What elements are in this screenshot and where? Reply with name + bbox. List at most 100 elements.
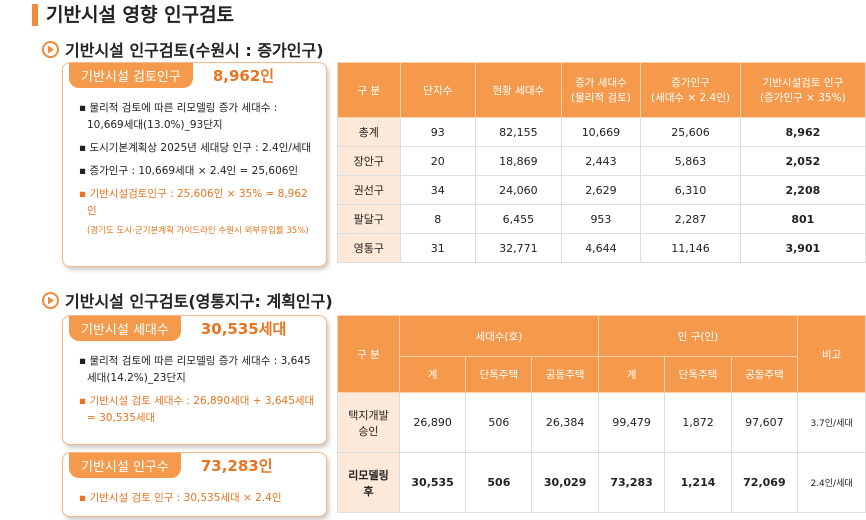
heading-text: 기반시설 인구검토(수원시 : 증가인구) [65,41,324,60]
header-row: 구 분 세대수(호) 인 구(인) 비고 [337,315,866,393]
box-value: 8,962인 [212,67,275,85]
table: 구 분 세대수(호) 인 구(인) 비고 계 단독주택 공동주택 계 단독주택 공동주택 택지개발 승… [337,315,866,513]
cell: 2,629 [560,175,642,205]
box-body: 기반시설 검토 인구 : 30,535세대 × 2.4인 [63,486,326,507]
bullet-icon [42,291,59,309]
bullet-icon [42,40,59,58]
cell: 6,455 [475,204,562,234]
header-cell: 계 [398,356,467,393]
header-cell: 단지수 [399,62,477,118]
cell: 801 [739,204,866,234]
cell: 4,644 [560,233,642,263]
cell: 11,146 [640,233,741,263]
summary-box: 기반시설 인구수 73,283인기반시설 검토 인구 : 30,535세대 × 2… [62,452,327,517]
header-cell: 단독주택 [465,356,533,393]
section-heading: 기반시설 인구검토(수원시 : 증가인구) [42,37,324,61]
cell: 73,283 [597,452,666,513]
cell: 30,535 [398,452,467,513]
row: 택지개발 승인 26,890 506 26,384 99,479 1,872 97,607 3.… [337,392,866,453]
cell: 10,669 [560,117,642,147]
row: 리모델링 후 30,535 506 30,029 73,283 1,214 72,069 2.4… [337,452,866,513]
bullet: 물리적 검토에 따른 리모델링 증가 세대수 : 10,669세대(13.0%)… [77,100,316,134]
header-cell: 공동주택 [531,356,599,393]
header-cell: 구 분 [337,315,400,393]
row: 영통구 31 32,771 4,644 11,146 3,901 [337,233,866,263]
cell: 8,962 [739,117,866,147]
header-cell: 증가인구 (세대수 × 2.4인) [640,62,741,118]
box-body: 물리적 검토에 따른 리모델링 증가 세대수 : 3,645세대(14.2%)_… [63,349,326,427]
label-text: 택지개발 [348,408,389,422]
bullet: 도시기본계획상 2025년 세대당 인구 : 2.4인/세대 [77,140,316,157]
cell: 506 [465,392,533,453]
cell: 권선구 [337,175,401,205]
bullet-highlight: 기반시설 검토 세대수 : 26,890세대 + 3,645세대 = 30,53… [77,393,316,427]
cell: 18,869 [475,146,562,176]
bullet: 증가인구 : 10,669세대 × 2.4인 = 25,606인 [77,163,316,180]
summary-box: 기반시설 세대수 30,535세대물리적 검토에 따른 리모델링 증가 세대수 :… [62,315,327,445]
cell: 25,606 [640,117,741,147]
row: 팔달구 8 6,455 953 2,287 801 [337,204,866,234]
cell: 34 [399,175,477,205]
box-value: 30,535세대 [200,320,287,338]
cell: 2,052 [739,146,866,176]
cell: 93 [399,117,477,147]
header-cell: 비고 [797,315,866,393]
box-value: 73,283인 [200,457,273,475]
cell: 31 [399,233,477,263]
bullet: 물리적 검토에 따른 리모델링 증가 세대수 : 3,645세대(14.2%)_… [77,353,316,387]
row: 권선구 34 24,060 2,629 6,310 2,208 [337,175,866,205]
cell: 1,214 [664,452,732,513]
cell: 32,771 [475,233,562,263]
header-text: 현황 세대수 [492,84,545,97]
box-body: 물리적 검토에 따른 리모델링 증가 세대수 : 10,669세대(13.0%)… [63,96,326,236]
cell: 97,607 [730,392,799,453]
header-text: (증가인구 × 35%) [760,92,846,104]
cell: 26,384 [531,392,599,453]
header-text: (물리적 검토) [571,92,631,104]
header-text: 구 분 [357,84,381,97]
header-cell: 계 [597,356,666,393]
bullet-highlight: 기반시설 검토 인구 : 30,535세대 × 2.4인 [77,490,316,507]
row: 장안구 20 18,869 2,443 5,863 2,052 [337,146,866,176]
header-cell: 공동주택 [730,356,799,393]
cell: 3.7인/세대 [797,392,866,453]
header-cell: 단독주택 [664,356,732,393]
page-title: 기반시설 영향 인구검토 [32,4,234,26]
table-wrap: 구 분 단지수 현황 세대수 증가 세대수 (물리적 검토) 증가인구 (세대수 × 2.4… [337,62,866,263]
cell: 506 [465,452,533,513]
box-header: 기반시설 검토인구 8,962인 [69,63,326,88]
cell: 8 [399,204,477,234]
table-wrap: 구 분 세대수(호) 인 구(인) 비고 계 단독주택 공동주택 계 단독주택 공동주택 택지개발 승… [337,315,866,513]
cell: 3,901 [739,233,866,263]
cell: 30,029 [531,452,599,513]
row: 총계 93 82,155 10,669 25,606 8,962 [337,117,866,147]
heading-text: 기반시설 인구검토(영통지구: 계획인구) [65,292,333,311]
label-text: 후 [363,484,374,498]
cell: 20 [399,146,477,176]
summary-box: 기반시설 검토인구 8,962인물리적 검토에 따른 리모델링 증가 세대수 : … [62,62,327,267]
section-heading: 기반시설 인구검토(영통지구: 계획인구) [42,288,333,312]
header-group: 세대수(호) [398,315,599,357]
cell: 26,890 [398,392,467,453]
header-text: (세대수 × 2.4인) [650,92,730,104]
cell: 영통구 [337,233,401,263]
cell: 팔달구 [337,204,401,234]
header-text: 단지수 [423,84,453,97]
label-text: 승인 [358,424,379,438]
bullet-highlight: 기반시설검토인구 : 25,606인 × 35% = 8,962인 [77,186,316,220]
header-text: 기반시설검토 인구 [762,77,844,89]
cell: 24,060 [475,175,562,205]
header-cell: 기반시설검토 인구 (증가인구 × 35%) [739,62,866,118]
label-text: 리모델링 [348,468,389,482]
cell: 5,863 [640,146,741,176]
box-label: 기반시설 검토인구 [69,63,193,88]
box-header: 기반시설 세대수 30,535세대 [69,316,326,341]
header-cell: 현황 세대수 [475,62,562,118]
cell: 2,287 [640,204,741,234]
header-group: 인 구(인) [597,315,799,357]
cell: 72,069 [730,452,799,513]
cell: 953 [560,204,642,234]
box-label: 기반시설 세대수 [69,316,181,341]
note: (경기도 도시·군기본계획 가이드라인 수원시 외부유입률 35%) [87,226,309,236]
